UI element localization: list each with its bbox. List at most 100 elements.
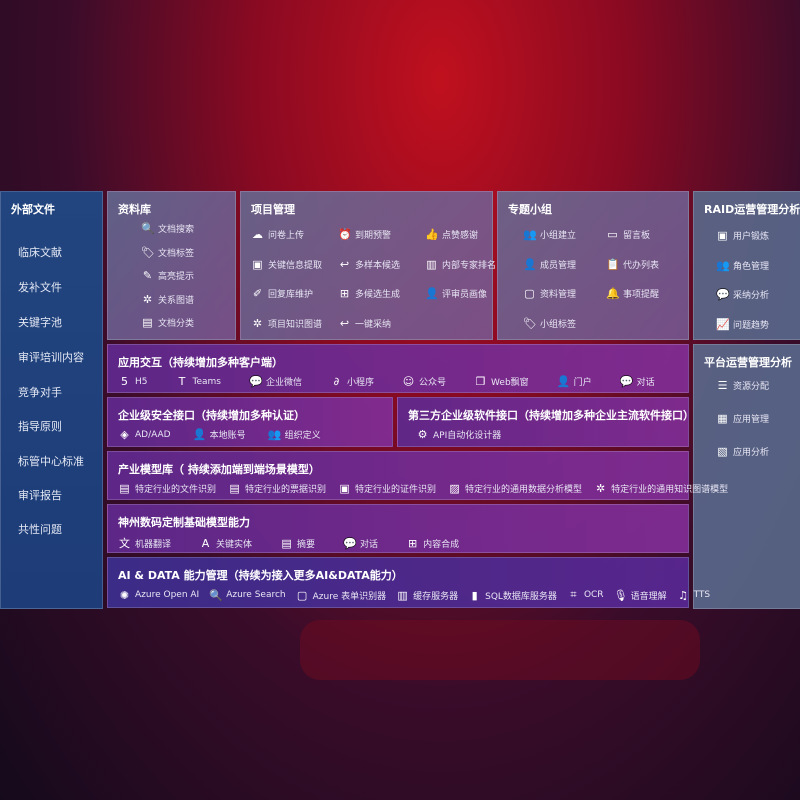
base-item[interactable]: 💬 对话 bbox=[343, 537, 378, 550]
project-item[interactable]: ✲ 项目知识图谱 bbox=[251, 317, 322, 330]
group-item[interactable]: ▭ 留言板 bbox=[606, 228, 650, 241]
group-item[interactable]: 🏷 小组标签 bbox=[523, 317, 576, 330]
base-item[interactable]: 文机器翻译 bbox=[118, 535, 171, 551]
project-item[interactable]: ▥ 内部专家排名 bbox=[425, 258, 496, 271]
item-label: 缓存服务器 bbox=[413, 591, 459, 602]
sidebar-item[interactable]: 发补文件 bbox=[18, 281, 62, 294]
sidebar-item[interactable]: 关键字池 bbox=[18, 316, 62, 329]
industry-item[interactable]: ▤ 特定行业的票据识别 bbox=[228, 482, 326, 495]
platform-item[interactable]: ☰ 资源分配 bbox=[716, 379, 769, 392]
library-item[interactable]: ▤ 文档分类 bbox=[141, 316, 194, 329]
list-icon: ☰ bbox=[717, 379, 728, 392]
item-label: 一键采纳 bbox=[355, 319, 392, 330]
item-label: 多候选生成 bbox=[355, 290, 401, 300]
security-item[interactable]: 👥 组织定义 bbox=[268, 428, 321, 441]
item-label: 到期预警 bbox=[355, 231, 392, 241]
raid-item[interactable]: 📈 问题趋势 bbox=[716, 318, 769, 331]
interaction-item[interactable]: ☺ 公众号 bbox=[402, 375, 446, 388]
sidebar-item[interactable]: 临床文献 bbox=[18, 246, 62, 259]
security-item[interactable]: 👤 本地账号 bbox=[193, 428, 246, 441]
raid-item[interactable]: 👥 角色管理 bbox=[716, 259, 769, 272]
sidebar-item[interactable]: 审评培训内容 bbox=[18, 351, 84, 364]
interaction-item[interactable]: 5 H5 bbox=[118, 375, 148, 388]
group-item[interactable]: 👤 成员管理 bbox=[523, 258, 576, 271]
sidebar-item[interactable]: 指导原则 bbox=[18, 420, 62, 433]
base-model-panel: 神州数码定制基础模型能力文机器翻译 A 关键实体 ▤ 摘要 💬 对话 ⊞ 内容合成 bbox=[107, 504, 689, 553]
analytics-icon: ▧ bbox=[717, 445, 728, 458]
industry-title: 产业模型库（ 持续添加端到端场景模型） bbox=[118, 463, 320, 476]
group-item[interactable]: ▢ 资料管理 bbox=[523, 287, 576, 300]
platform-item[interactable]: ▧ 应用分析 bbox=[716, 445, 769, 458]
thirdparty-item[interactable]: ⚙ API自动化设计器 bbox=[416, 428, 502, 441]
group-item[interactable]: 🔔 事项提醒 bbox=[606, 287, 659, 300]
aidata-items: ✺ Azure Open AI 🔍 Azure Search ▢ Azure 表单识别器 ▥… bbox=[118, 588, 720, 602]
item-label: 关键信息提取 bbox=[268, 260, 323, 271]
aidata-item[interactable]: 🔍 Azure Search bbox=[209, 589, 285, 602]
item-label: 高亮提示 bbox=[158, 272, 195, 282]
project-item[interactable]: 👤 评审员画像 bbox=[425, 287, 487, 300]
item-label: 应用管理 bbox=[733, 415, 770, 425]
sidebar-item[interactable]: 标管中心标准 bbox=[18, 455, 84, 468]
project-item[interactable]: ↩ 多样本候选 bbox=[338, 258, 400, 271]
aidata-item[interactable]: ♫ TTS bbox=[677, 589, 710, 602]
translate-icon: 文 bbox=[119, 537, 130, 550]
add-user-icon: 👤 bbox=[523, 257, 537, 271]
aidata-item[interactable]: ⌗ OCR bbox=[567, 588, 603, 602]
project-item[interactable]: ⏰ 到期预警 bbox=[338, 228, 391, 241]
group-item[interactable]: 📋 代办列表 bbox=[606, 258, 659, 271]
interaction-item[interactable]: ∂ 小程序 bbox=[330, 375, 374, 388]
interaction-item[interactable]: 👤 门户 bbox=[557, 375, 592, 388]
industry-item[interactable]: ▣ 特定行业的证件识别 bbox=[338, 482, 436, 495]
aidata-item[interactable]: ▢ Azure 表单识别器 bbox=[296, 589, 386, 602]
aidata-item[interactable]: ✺ Azure Open AI bbox=[118, 589, 199, 602]
project-item[interactable]: ⊞ 多候选生成 bbox=[338, 287, 400, 300]
item-label: 小组建立 bbox=[540, 231, 577, 241]
platform-item[interactable]: ▦ 应用管理 bbox=[716, 412, 769, 425]
base-item[interactable]: ⊞ 内容合成 bbox=[406, 537, 459, 550]
industry-item[interactable]: ✲ 特定行业的通用知识图谱模型 bbox=[594, 482, 728, 495]
aidata-item[interactable]: 🎙 语音理解 bbox=[614, 589, 667, 602]
chat-icon: 💬 bbox=[343, 536, 357, 550]
interaction-item[interactable]: ❐ Web飘窗 bbox=[474, 375, 529, 388]
item-label: 事项提醒 bbox=[623, 290, 660, 300]
item-label: 评审员画像 bbox=[442, 290, 488, 300]
library-item[interactable]: ✲ 关系图谱 bbox=[141, 293, 194, 306]
interaction-item[interactable]: 💬 企业微信 bbox=[249, 375, 302, 388]
project-item[interactable]: ✐ 回复库维护 bbox=[251, 287, 313, 300]
item-label: 特定行业的通用知识图谱模型 bbox=[611, 485, 729, 495]
library-item[interactable]: ✎ 高亮提示 bbox=[141, 269, 194, 282]
library-item[interactable]: 🔍 文档搜索 bbox=[141, 222, 194, 235]
raid-item[interactable]: 💬 采纳分析 bbox=[716, 288, 769, 301]
interaction-item[interactable]: 💬 对话 bbox=[620, 375, 655, 388]
item-label: 小组标签 bbox=[540, 319, 577, 330]
speech-icon: 🎙 bbox=[613, 588, 628, 602]
raid-item[interactable]: ▣ 用户锻炼 bbox=[716, 229, 769, 242]
project-item[interactable]: ↩ 一键采纳 bbox=[338, 317, 391, 330]
reply-icon: ↩ bbox=[339, 316, 350, 330]
project-title: 项目管理 bbox=[251, 203, 295, 216]
project-item[interactable]: 👍 点赞感谢 bbox=[425, 228, 478, 241]
industry-item[interactable]: ▨ 特定行业的通用数据分析模型 bbox=[448, 482, 582, 495]
project-item[interactable]: ▣ 关键信息提取 bbox=[251, 258, 322, 271]
group-item[interactable]: 👥 小组建立 bbox=[523, 228, 576, 241]
sidebar-item[interactable]: 竞争对手 bbox=[18, 386, 62, 399]
base-item[interactable]: A 关键实体 bbox=[199, 537, 252, 550]
project-item[interactable]: ☁ 问卷上传 bbox=[251, 228, 304, 241]
industry-items: ▤ 特定行业的文件识别 ▤ 特定行业的票据识别 ▣ 特定行业的证件识别 ▨ 特定行业的通用数据… bbox=[118, 482, 740, 495]
interaction-item[interactable]: T Teams bbox=[176, 375, 221, 388]
aidata-item[interactable]: ▮ SQL数据库服务器 bbox=[468, 589, 557, 602]
security-item[interactable]: ◈ AD/AAD bbox=[118, 428, 170, 441]
aidata-item[interactable]: ▥ 缓存服务器 bbox=[396, 589, 458, 602]
sidebar-item[interactable]: 共性问题 bbox=[18, 523, 62, 536]
item-label: 关系图谱 bbox=[158, 295, 195, 306]
chart-icon: ▨ bbox=[449, 482, 460, 495]
industry-panel: 产业模型库（ 持续添加端到端场景模型） ▤ 特定行业的文件识别 ▤ 特定行业的票据识别 ▣… bbox=[107, 451, 728, 500]
sidebar-item[interactable]: 审评报告 bbox=[18, 489, 62, 502]
item-label: 门户 bbox=[573, 378, 592, 388]
industry-item[interactable]: ▤ 特定行业的文件识别 bbox=[118, 482, 216, 495]
library-item[interactable]: 🏷 文档标签 bbox=[141, 246, 194, 259]
item-label: 特定行业的通用数据分析模型 bbox=[465, 485, 583, 495]
window-icon: ▣ bbox=[252, 257, 263, 271]
org-icon: 👥 bbox=[267, 428, 282, 441]
base-item[interactable]: ▤ 摘要 bbox=[280, 537, 315, 550]
